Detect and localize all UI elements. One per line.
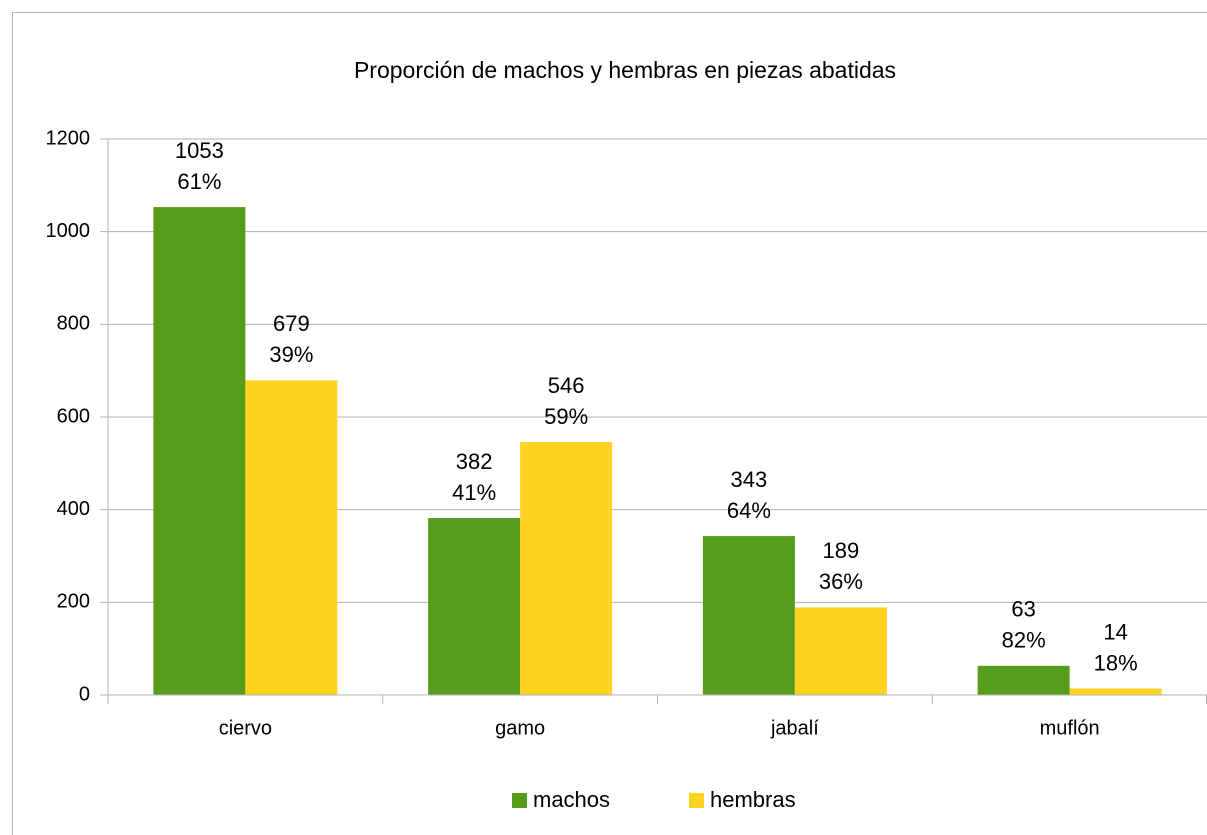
data-label: 63 [1011, 597, 1035, 622]
y-tick-label: 1000 [46, 220, 91, 242]
data-label-share: 61% [177, 169, 221, 194]
data-label-share: 39% [269, 342, 313, 367]
y-tick-label: 1200 [46, 127, 91, 149]
data-label-share: 36% [819, 569, 863, 594]
x-tick-label: jabalí [770, 717, 819, 739]
data-label: 14 [1103, 619, 1127, 644]
bar [520, 442, 613, 695]
data-label: 546 [548, 373, 585, 398]
legend-swatch [512, 793, 527, 808]
y-tick-label: 0 [79, 683, 90, 705]
legend-swatch [689, 793, 704, 808]
x-tick-label: ciervo [219, 717, 272, 739]
bar [245, 380, 338, 695]
data-label: 1053 [175, 138, 224, 163]
legend-label: hembras [710, 787, 796, 812]
y-tick-label: 200 [57, 591, 90, 613]
y-tick-label: 600 [57, 405, 90, 427]
bar [702, 536, 795, 695]
legend-label: machos [533, 787, 610, 812]
y-tick-label: 400 [57, 498, 90, 520]
bar [1069, 688, 1162, 695]
data-label-share: 64% [727, 498, 771, 523]
data-label: 679 [273, 311, 310, 336]
chart-title: Proporción de machos y hembras en piezas… [354, 57, 896, 83]
data-label-share: 18% [1094, 650, 1138, 675]
bar [977, 665, 1070, 695]
bar [428, 518, 521, 695]
x-tick-label: muflón [1040, 717, 1100, 739]
bar [794, 607, 887, 695]
data-label: 343 [731, 467, 768, 492]
y-tick-label: 800 [57, 313, 90, 335]
data-label-share: 59% [544, 404, 588, 429]
data-label: 382 [456, 449, 493, 474]
data-label-share: 82% [1002, 628, 1046, 653]
bar [153, 207, 246, 696]
data-label-share: 41% [452, 480, 496, 505]
data-label: 189 [823, 538, 860, 563]
x-tick-label: gamo [495, 717, 545, 739]
